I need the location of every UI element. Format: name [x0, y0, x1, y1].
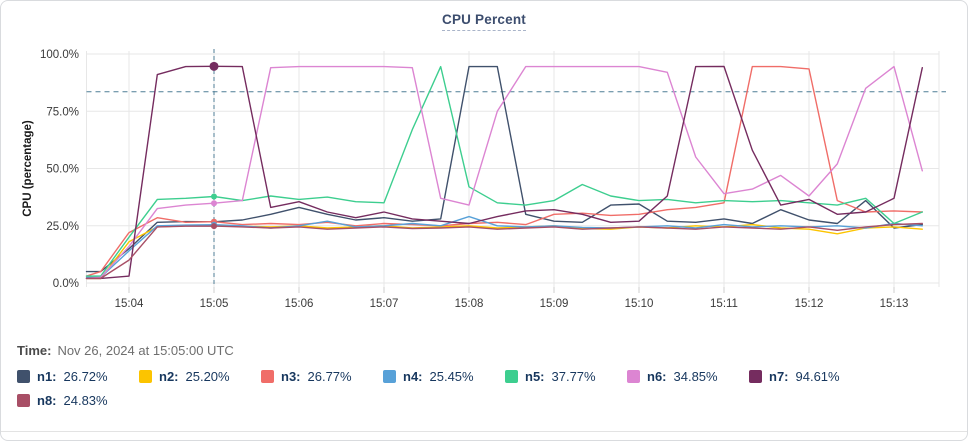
series-line-n6: [85, 65, 923, 280]
legend-item-n6[interactable]: n6: 34.85%: [627, 369, 749, 384]
x-tick-label: 15:10: [625, 298, 654, 310]
hover-dot-n7: [209, 61, 219, 71]
x-tick-label: 15:08: [455, 298, 484, 310]
legend-swatch-n3: [261, 370, 274, 383]
x-tick-label: 15:12: [795, 298, 824, 310]
legend-label-n6: n6:: [647, 369, 667, 384]
hover-dot-n5: [211, 193, 217, 200]
legend-swatch-n7: [749, 370, 762, 383]
y-tick-label: 0.0%: [53, 278, 79, 290]
time-row: Time: Nov 26, 2024 at 15:05:00 UTC: [17, 343, 234, 358]
time-value: Nov 26, 2024 at 15:05:00 UTC: [57, 343, 234, 358]
legend-value-n7: 94.61%: [795, 369, 840, 384]
chart-area[interactable]: 0.0% 25.0% 50.0% 75.0% 100.0% 15:04 15:05 15:06…: [1, 37, 968, 315]
y-tick-label: 25.0%: [46, 221, 79, 233]
hover-dot-n8: [211, 223, 217, 230]
series-line-n7: [85, 65, 923, 280]
x-tick-label: 15:05: [200, 298, 229, 310]
series-line-n2: [85, 223, 923, 280]
hover-dot-n6: [211, 200, 217, 207]
legend-value-n6: 34.85%: [673, 369, 718, 384]
x-tick-label: 15:11: [710, 298, 738, 310]
series-line-n8: [85, 222, 923, 280]
legend: n1: 26.72% n2: 25.20% n3: 26.77% n4: 25.45% n5: 3…: [17, 369, 957, 408]
legend-item-n1[interactable]: n1: 26.72%: [17, 369, 139, 384]
legend-swatch-n4: [383, 370, 396, 383]
legend-label-n8: n8:: [37, 393, 57, 408]
legend-value-n2: 25.20%: [185, 369, 230, 384]
series-line-n5: [85, 65, 923, 277]
legend-divider: [1, 431, 967, 432]
x-tick-label: 15:06: [285, 298, 314, 310]
legend-value-n3: 26.77%: [307, 369, 352, 384]
x-tick-label: 15:13: [880, 298, 909, 310]
legend-item-n2[interactable]: n2: 25.20%: [139, 369, 261, 384]
legend-value-n8: 24.83%: [63, 393, 108, 408]
legend-label-n1: n1:: [37, 369, 57, 384]
legend-swatch-n2: [139, 370, 152, 383]
legend-value-n5: 37.77%: [551, 369, 596, 384]
x-tick-label: 15:04: [115, 298, 144, 310]
legend-item-n8[interactable]: n8: 24.83%: [17, 393, 139, 408]
y-tick-label: 100.0%: [40, 49, 79, 61]
time-label: Time:: [17, 343, 52, 358]
y-tick-label: 75.0%: [46, 106, 79, 118]
x-tick-label: 15:09: [540, 298, 569, 310]
legend-label-n7: n7:: [769, 369, 789, 384]
legend-item-n7[interactable]: n7: 94.61%: [749, 369, 871, 384]
legend-item-n4[interactable]: n4: 25.45%: [383, 369, 505, 384]
y-tick-label: 50.0%: [46, 164, 79, 176]
legend-label-n2: n2:: [159, 369, 179, 384]
panel-title[interactable]: CPU Percent: [442, 12, 526, 31]
legend-item-n3[interactable]: n3: 26.77%: [261, 369, 383, 384]
legend-swatch-n8: [17, 394, 30, 407]
legend-label-n4: n4:: [403, 369, 423, 384]
legend-value-n1: 26.72%: [63, 369, 108, 384]
legend-item-n5[interactable]: n5: 37.77%: [505, 369, 627, 384]
legend-swatch-n1: [17, 370, 30, 383]
legend-swatch-n5: [505, 370, 518, 383]
legend-swatch-n6: [627, 370, 640, 383]
legend-value-n4: 25.45%: [429, 369, 474, 384]
series-line-n3: [85, 65, 923, 277]
title-row: CPU Percent: [1, 11, 967, 31]
legend-label-n5: n5:: [525, 369, 545, 384]
series-line-n1: [85, 65, 923, 273]
x-tick-label: 15:07: [370, 298, 399, 310]
y-axis-title: CPU (percentage): [22, 120, 34, 217]
cpu-chart-svg[interactable]: 0.0% 25.0% 50.0% 75.0% 100.0% 15:04 15:05 15:06…: [1, 37, 968, 315]
legend-label-n3: n3:: [281, 369, 301, 384]
